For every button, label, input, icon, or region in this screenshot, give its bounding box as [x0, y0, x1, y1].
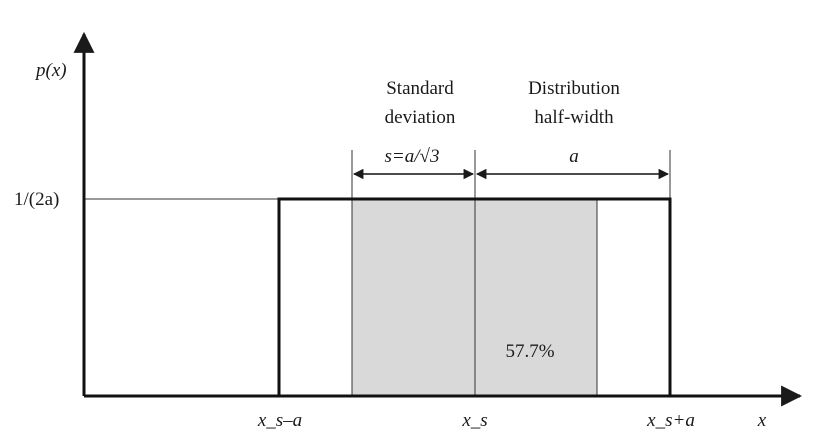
x-axis-label: x: [757, 410, 767, 431]
std-dev-title-line2: deviation: [385, 107, 456, 128]
y-level-label: 1/(2a): [14, 189, 59, 210]
half-width-title-line1: Distribution: [528, 78, 620, 99]
half-width-symbol: a: [569, 146, 579, 167]
x-tick-right-label: x_s+a: [646, 410, 695, 431]
y-axis-label: p(x): [34, 60, 67, 81]
std-dev-title-line1: Standard: [386, 78, 454, 99]
x-tick-left-label: x_s–a: [257, 410, 302, 431]
shaded-percent-label: 57.7%: [505, 341, 554, 362]
std-dev-formula: s=a/√3: [385, 146, 440, 167]
x-tick-center-label: x_s: [461, 410, 487, 431]
half-width-title-line2: half-width: [534, 107, 614, 128]
